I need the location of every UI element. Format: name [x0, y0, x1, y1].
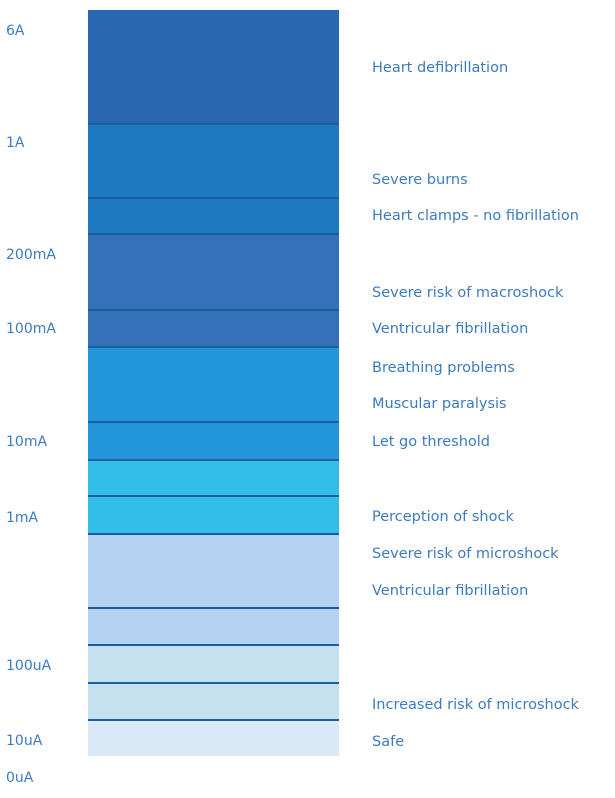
band-5 — [88, 310, 339, 347]
scale-label-10ua: 10uA — [6, 733, 43, 749]
effect-breathing-problems: Breathing problems — [372, 360, 515, 376]
band-11 — [88, 608, 339, 645]
effect-heart-defibrillation: Heart defibrillation — [372, 60, 509, 76]
effect-severe-risk-microshock: Severe risk of microshock — [372, 546, 559, 562]
band-separator — [88, 346, 339, 348]
band-separator — [88, 233, 339, 235]
effect-severe-burns: Severe burns — [372, 172, 468, 188]
band-3 — [88, 198, 339, 234]
band-4 — [88, 234, 339, 310]
scale-label-1a: 1A — [6, 135, 25, 151]
effect-muscular-paralysis: Muscular paralysis — [372, 396, 507, 412]
effect-perception-of-shock: Perception of shock — [372, 509, 514, 525]
band-separator — [88, 644, 339, 646]
band-12 — [88, 645, 339, 683]
band-10 — [88, 534, 339, 608]
scale-label-1ma: 1mA — [6, 510, 39, 526]
scale-label-0ua: 0uA — [6, 770, 34, 786]
scale-label-100ua: 100uA — [6, 658, 52, 674]
effect-ventricular-fibrillation-low: Ventricular fibrillation — [372, 583, 529, 599]
band-separator — [88, 682, 339, 684]
scale-label-200ma: 200mA — [6, 247, 56, 263]
effect-heart-clamps: Heart clamps - no fibrillation — [372, 208, 579, 224]
band-separator — [88, 123, 339, 125]
effect-ventricular-fibrillation-high: Ventricular fibrillation — [372, 321, 529, 337]
band-7 — [88, 422, 339, 460]
scale-label-100ma: 100mA — [6, 321, 56, 337]
band-separator — [88, 421, 339, 423]
band-separator — [88, 533, 339, 535]
band-separator — [88, 309, 339, 311]
band-separator — [88, 459, 339, 461]
band-separator — [88, 495, 339, 497]
band-1 — [88, 10, 339, 124]
effect-let-go-threshold: Let go threshold — [372, 434, 491, 450]
effect-increased-risk-microshock: Increased risk of microshock — [372, 697, 579, 713]
band-14 — [88, 720, 339, 756]
scale-label-6a: 6A — [6, 23, 25, 39]
scale-label-10ma: 10mA — [6, 434, 48, 450]
current-level-bar — [88, 10, 339, 756]
band-6 — [88, 347, 339, 422]
band-separator — [88, 719, 339, 721]
band-8 — [88, 460, 339, 496]
band-13 — [88, 683, 339, 720]
band-separator — [88, 197, 339, 199]
band-9 — [88, 496, 339, 534]
effect-safe: Safe — [372, 734, 405, 750]
band-separator — [88, 607, 339, 609]
effect-severe-risk-macroshock: Severe risk of macroshock — [372, 285, 564, 301]
band-2 — [88, 124, 339, 198]
